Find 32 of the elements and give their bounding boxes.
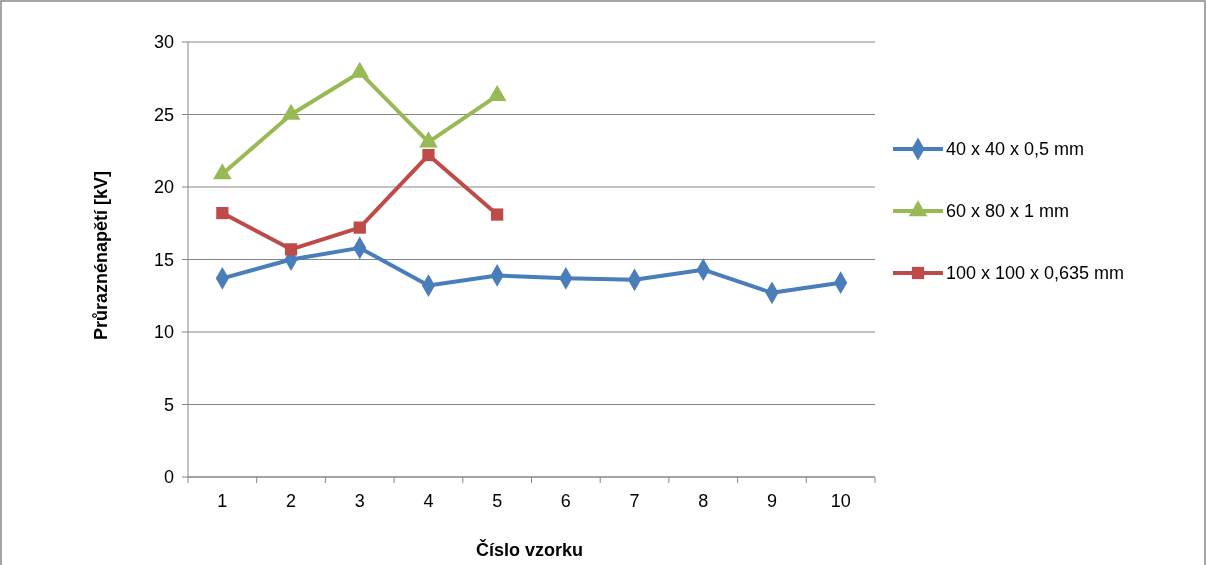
y-tick-label: 20 — [153, 177, 174, 198]
legend-label: 100 x 100 x 0,635 mm — [946, 263, 1125, 284]
point — [213, 163, 232, 180]
x-tick-label: 6 — [560, 491, 571, 511]
x-tick-label: 4 — [423, 491, 434, 511]
legend-label: 40 x 40 x 0,5 mm — [946, 139, 1085, 160]
x-tick-label: 7 — [629, 491, 640, 511]
y-tick-label: 30 — [153, 32, 174, 53]
y-tick-label: 25 — [153, 104, 174, 125]
y-tick-label: 10 — [153, 322, 174, 343]
x-tick-label: 3 — [354, 491, 365, 511]
point — [353, 221, 366, 234]
point — [491, 208, 504, 221]
point — [350, 61, 370, 78]
y-tick-label: 0 — [163, 467, 174, 488]
x-tick-label: 8 — [698, 491, 709, 511]
x-axis-title: Číslo vzorku — [475, 539, 584, 560]
point — [419, 131, 438, 148]
point — [284, 243, 298, 256]
x-tick-label: 5 — [492, 491, 503, 511]
x-tick-label: 1 — [217, 491, 228, 511]
x-tick-label: 10 — [830, 491, 851, 511]
x-tick-label: 9 — [766, 491, 777, 511]
y-axis-title: Průraznénapětí [kV] — [91, 170, 111, 341]
y-tick-label: 5 — [163, 394, 174, 415]
y-tick-label: 15 — [153, 249, 174, 270]
point — [422, 148, 435, 162]
point — [487, 84, 507, 102]
point — [281, 103, 301, 120]
point — [216, 206, 229, 220]
legend-label: 60 x 80 x 1 mm — [946, 201, 1070, 222]
x-tick-label: 2 — [286, 491, 297, 511]
